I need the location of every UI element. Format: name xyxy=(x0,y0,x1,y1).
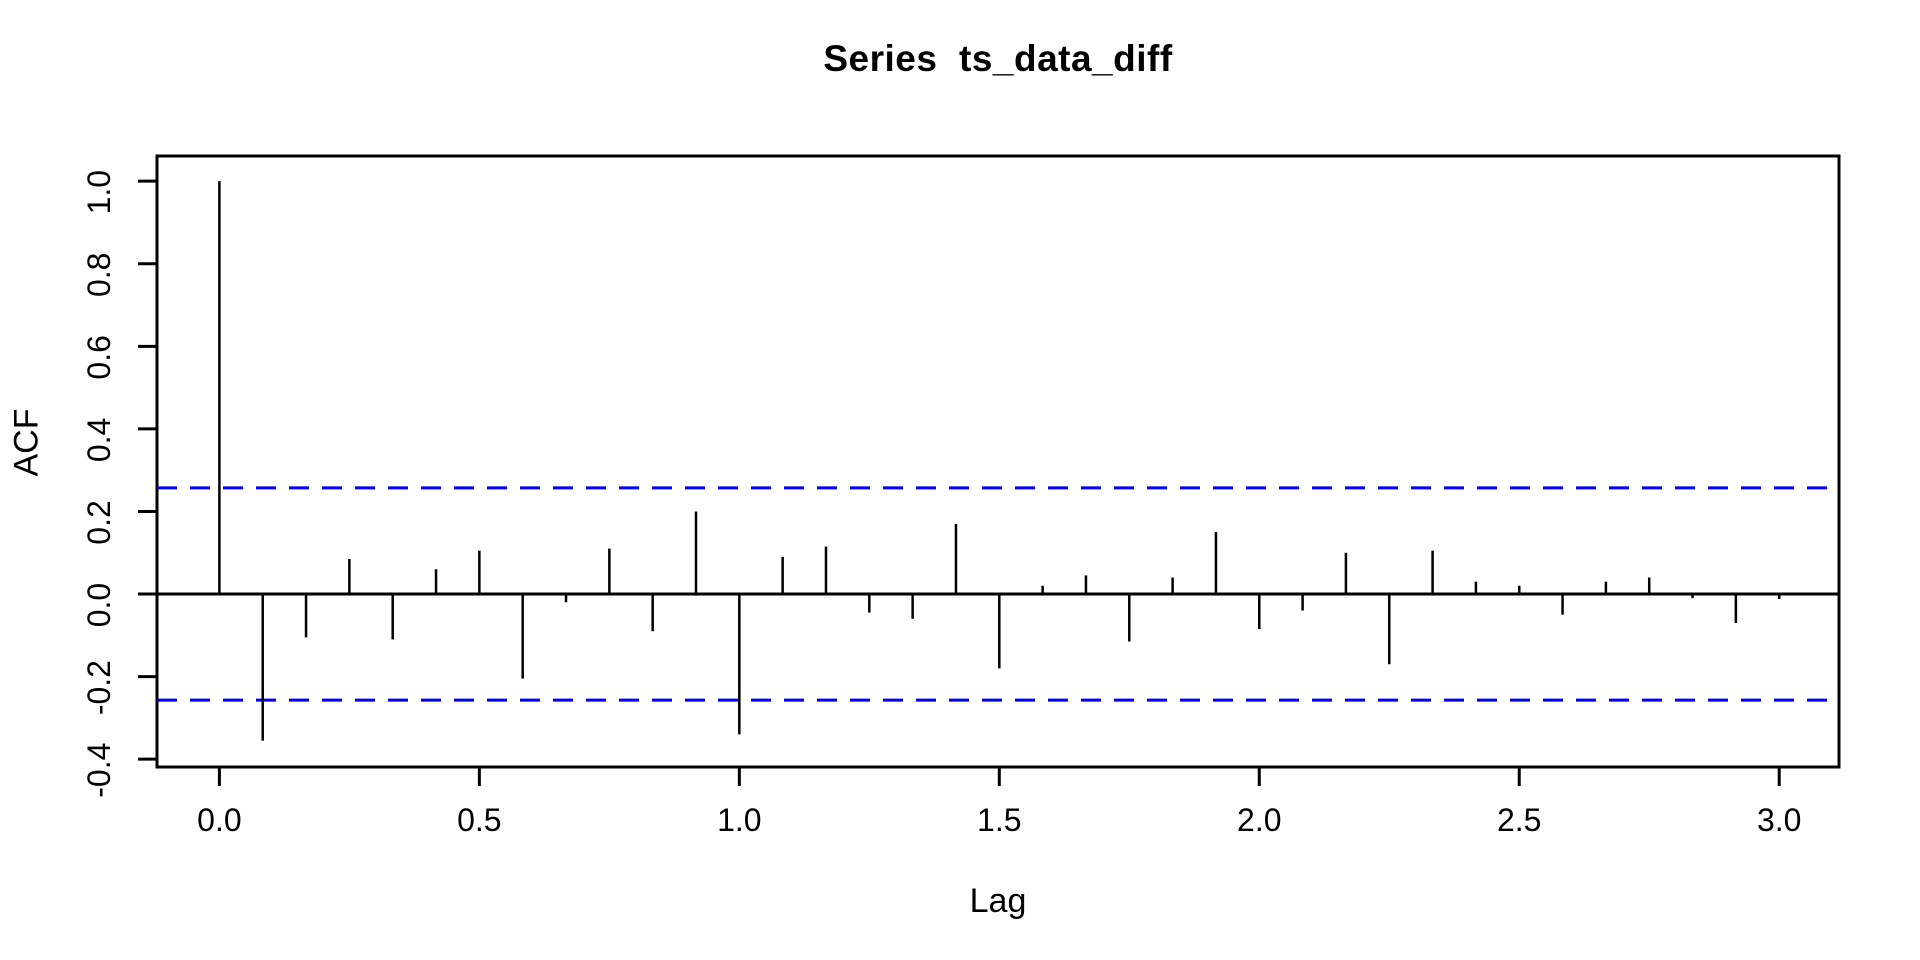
plot-border xyxy=(155,154,1841,769)
x-tick-label: 1.5 xyxy=(977,802,1021,838)
x-tick-label: 2.5 xyxy=(1497,802,1541,838)
y-tick-label: -0.4 xyxy=(81,743,117,798)
y-tick-label: 1.0 xyxy=(81,170,117,214)
chart-title: Series ts_data_diff xyxy=(823,38,1173,79)
y-tick-label: 0.2 xyxy=(81,500,117,544)
y-tick-label: -0.2 xyxy=(81,660,117,715)
x-axis-title: Lag xyxy=(969,882,1027,920)
x-tick-label: 0.0 xyxy=(197,802,241,838)
y-tick-label: 0.4 xyxy=(81,418,117,462)
x-tick-label: 0.5 xyxy=(457,802,501,838)
x-tick-label: 1.0 xyxy=(717,802,761,838)
y-tick-label: 0.0 xyxy=(81,583,117,627)
x-tick-label: 3.0 xyxy=(1757,802,1801,838)
x-tick-label: 2.0 xyxy=(1237,802,1281,838)
y-tick-label: 0.8 xyxy=(81,253,117,297)
y-tick-label: 0.6 xyxy=(81,335,117,379)
